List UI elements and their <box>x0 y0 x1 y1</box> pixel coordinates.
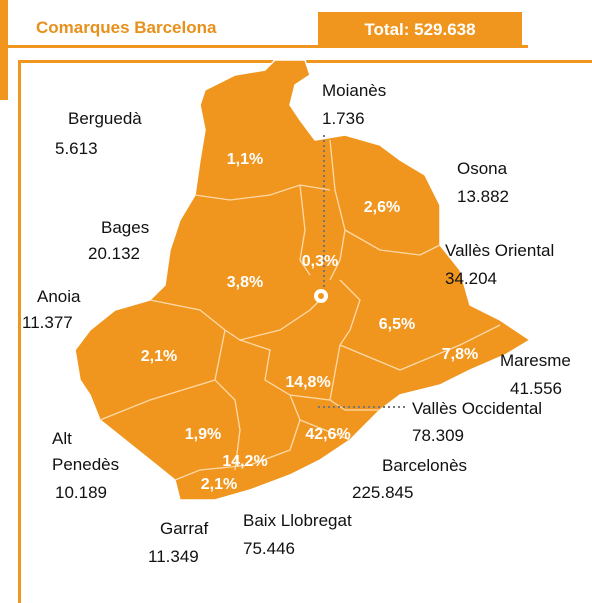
region-name: Barcelonès <box>382 456 468 475</box>
region-share: 1,9% <box>184 426 222 443</box>
region-name: Vallès Occidental <box>412 399 543 418</box>
region-share: 2,1% <box>200 476 238 493</box>
accent-bar <box>0 0 8 100</box>
region-value: 75.446 <box>243 539 295 558</box>
region-share: 0,3% <box>301 253 339 270</box>
region-name: Maresme <box>500 351 571 370</box>
region-share: 2,1% <box>140 348 178 365</box>
region-share: 7,8% <box>441 346 479 363</box>
region-value: 34.204 <box>445 269 497 288</box>
total-badge: Total: 529.638 <box>318 12 522 46</box>
region-value: 11.349 <box>148 547 199 566</box>
region-share: 2,6% <box>363 199 401 216</box>
region-value: 13.882 <box>457 187 509 206</box>
region-value: 11.377 <box>22 313 73 332</box>
region-name: Anoia <box>37 287 81 306</box>
region-share: 1,1% <box>226 151 264 168</box>
frame-left <box>18 60 21 603</box>
region-share: 3,8% <box>226 274 264 291</box>
region-name: Berguedà <box>68 109 142 128</box>
region-name: Baix Llobregat <box>243 511 352 530</box>
region-value: 1.736 <box>322 109 365 128</box>
title: Comarques Barcelona <box>36 18 217 37</box>
region-value: 5.613 <box>55 139 98 158</box>
region-share: 14,2% <box>222 453 268 470</box>
region-name: Vallès Oriental <box>445 241 555 260</box>
region-value: 10.189 <box>55 483 107 502</box>
region-share: 14,8% <box>285 374 331 391</box>
region-share: 6,5% <box>378 316 416 333</box>
region-name: Moianès <box>322 81 387 100</box>
region-name: Bages <box>101 218 150 237</box>
location-marker-dot <box>318 293 324 299</box>
region-value: 78.309 <box>412 426 464 445</box>
region-name: Osona <box>457 159 508 178</box>
region-borders <box>99 139 501 481</box>
region-name: Alt Penedès <box>52 429 120 474</box>
header-line <box>8 45 528 48</box>
region-share: 42,6% <box>305 426 351 443</box>
region-name: Garraf <box>160 519 209 538</box>
region-value: 225.845 <box>352 483 414 502</box>
region-value: 41.556 <box>510 379 562 398</box>
region-value: 20.132 <box>88 244 140 263</box>
